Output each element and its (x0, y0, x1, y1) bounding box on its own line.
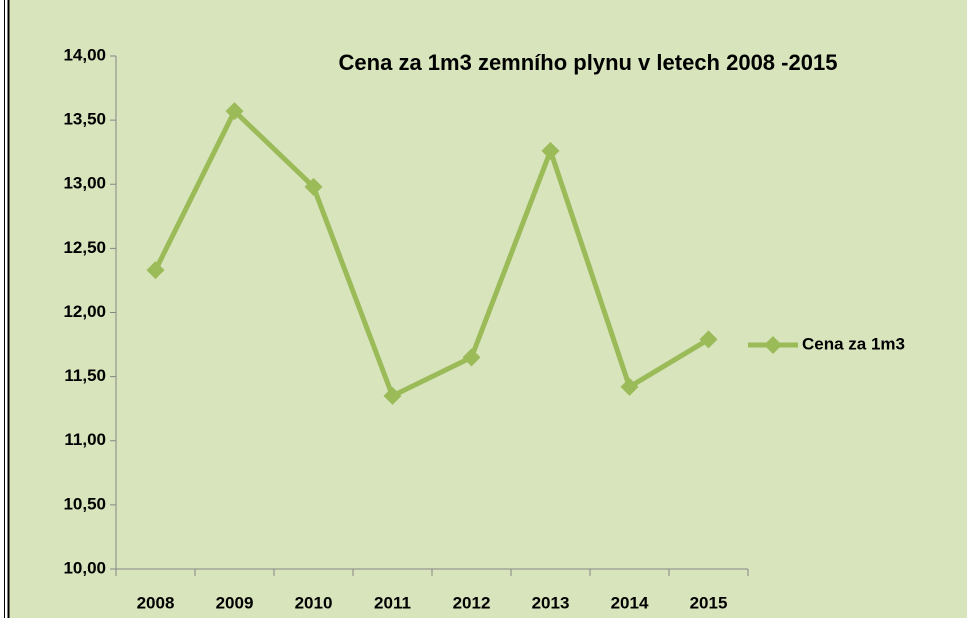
x-tick-label: 2013 (532, 593, 570, 612)
data-point (462, 348, 481, 367)
y-tick-label: 10,00 (63, 558, 106, 577)
x-tick-label: 2011 (374, 593, 411, 612)
y-tick-label: 14,00 (63, 45, 106, 64)
data-point (620, 377, 639, 396)
data-point (699, 330, 718, 349)
chart-title: Cena za 1m3 zemního plynu v letech 2008 … (339, 50, 838, 75)
y-tick-label: 11,00 (64, 430, 106, 449)
y-tick-label: 11,50 (64, 366, 106, 385)
x-tick-label: 2009 (216, 593, 254, 612)
x-tick-label: 2010 (295, 593, 333, 612)
data-point (146, 261, 165, 280)
series-line (153, 108, 710, 399)
y-tick-label: 13,00 (63, 174, 106, 193)
x-tick-label: 2014 (611, 593, 649, 612)
data-point (304, 177, 323, 196)
y-tick-label: 12,00 (63, 302, 106, 321)
y-tick-label: 13,50 (63, 110, 106, 129)
legend-marker (764, 336, 782, 354)
x-tick-label: 2015 (690, 593, 728, 612)
data-point (383, 386, 402, 405)
data-point (225, 102, 244, 121)
data-point (541, 141, 560, 160)
y-tick-label: 10,50 (63, 494, 106, 513)
x-tick-label: 2012 (453, 593, 491, 612)
y-tick-label: 12,50 (63, 238, 106, 257)
x-tick-label: 2008 (137, 593, 175, 612)
legend-label: Cena za 1m3 (802, 334, 905, 353)
